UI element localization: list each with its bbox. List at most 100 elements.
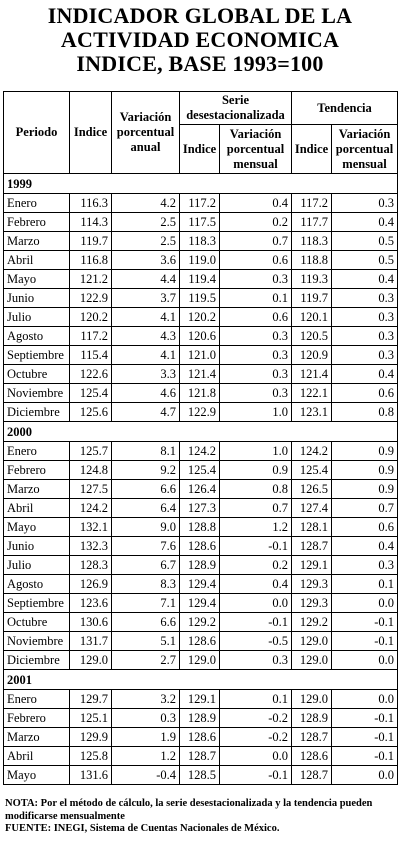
periodo-cell: Mayo: [3, 269, 70, 289]
tendencia-variacion-cell: 0.9: [330, 441, 399, 461]
serie-variacion-cell: 1.0: [219, 402, 292, 422]
year-row: 2000: [2, 421, 399, 442]
tendencia-variacion-cell: 0.9: [330, 479, 399, 499]
serie-variacion-cell: -0.1: [219, 612, 292, 632]
table-row: Marzo 127.5 6.6 126.4 0.8 126.5 0.9: [3, 479, 399, 499]
serie-indice-cell: 118.3: [179, 231, 220, 251]
serie-indice-cell: 128.5: [179, 765, 220, 785]
indice-cell: 114.3: [69, 212, 112, 232]
variacion-anual-cell: 6.7: [111, 555, 180, 575]
serie-indice-cell: 117.2: [179, 193, 220, 213]
table-body: 1999 Enero 116.3 4.2 117.2 0.4 117.2 0.3 Febrero…: [2, 173, 399, 785]
table-row: Abril 124.2 6.4 127.3 0.7 127.4 0.7: [3, 498, 399, 518]
serie-indice-cell: 128.6: [179, 536, 220, 556]
variacion-anual-cell: 9.0: [111, 517, 180, 537]
periodo-cell: Octubre: [3, 364, 70, 384]
variacion-anual-cell: 9.2: [111, 460, 180, 480]
tendencia-variacion-cell: 0.4: [330, 536, 399, 556]
serie-variacion-cell: 0.3: [219, 650, 292, 670]
periodo-cell: Marzo: [3, 479, 70, 499]
serie-variacion-cell: 0.9: [219, 460, 292, 480]
variacion-anual-cell: 4.1: [111, 345, 180, 365]
tendencia-indice-cell: 128.1: [291, 517, 332, 537]
tendencia-indice-cell: 117.7: [291, 212, 332, 232]
footnotes: NOTA: Por el método de cálculo, la serie…: [5, 798, 397, 836]
table-row: Octubre 130.6 6.6 129.2 -0.1 129.2 -0.1: [3, 612, 399, 632]
serie-variacion-cell: -0.1: [219, 765, 292, 785]
variacion-anual-cell: 8.3: [111, 574, 180, 594]
table-container: Periodo Indice Variación porcentual anua…: [2, 91, 399, 785]
table-header: Periodo Indice Variación porcentual anua…: [3, 91, 399, 174]
tendencia-indice-cell: 129.0: [291, 689, 332, 709]
tendencia-variacion-cell: 0.0: [330, 765, 399, 785]
periodo-cell: Agosto: [3, 326, 70, 346]
serie-indice-cell: 125.4: [179, 460, 220, 480]
table-row: Noviembre 131.7 5.1 128.6 -0.5 129.0 -0.1: [3, 631, 399, 651]
header-periodo: Periodo: [3, 91, 70, 174]
table-row: Diciembre 129.0 2.7 129.0 0.3 129.0 0.0: [3, 650, 399, 670]
periodo-cell: Febrero: [3, 460, 70, 480]
year-row: 2001: [2, 669, 399, 690]
periodo-cell: Marzo: [3, 231, 70, 251]
serie-indice-cell: 129.2: [179, 612, 220, 632]
title-line-3: INDICE, BASE 1993=100: [76, 51, 324, 76]
variacion-anual-cell: 4.1: [111, 307, 180, 327]
variacion-anual-cell: 6.4: [111, 498, 180, 518]
indice-cell: 127.5: [69, 479, 112, 499]
serie-indice-cell: 128.8: [179, 517, 220, 537]
serie-indice-cell: 127.3: [179, 498, 220, 518]
serie-variacion-cell: 0.7: [219, 231, 292, 251]
periodo-cell: Mayo: [3, 517, 70, 537]
indice-cell: 132.1: [69, 517, 112, 537]
tendencia-variacion-cell: 0.5: [330, 250, 399, 270]
tendencia-indice-cell: 129.3: [291, 574, 332, 594]
tendencia-indice-cell: 128.7: [291, 765, 332, 785]
serie-indice-cell: 129.1: [179, 689, 220, 709]
tendencia-variacion-cell: 0.6: [330, 383, 399, 403]
document-title: INDICADOR GLOBAL DE LA ACTIVIDAD ECONOMI…: [0, 0, 400, 76]
table-row: Junio 132.3 7.6 128.6 -0.1 128.7 0.4: [3, 536, 399, 556]
tendencia-indice-cell: 123.1: [291, 402, 332, 422]
table-row: Enero 125.7 8.1 124.2 1.0 124.2 0.9: [3, 441, 399, 461]
indice-cell: 123.6: [69, 593, 112, 613]
periodo-cell: Abril: [3, 250, 70, 270]
variacion-anual-cell: 8.1: [111, 441, 180, 461]
serie-indice-cell: 122.9: [179, 402, 220, 422]
tendencia-variacion-cell: -0.1: [330, 727, 399, 747]
periodo-cell: Julio: [3, 307, 70, 327]
serie-indice-cell: 126.4: [179, 479, 220, 499]
tendencia-indice-cell: 122.1: [291, 383, 332, 403]
periodo-cell: Enero: [3, 441, 70, 461]
indice-cell: 116.8: [69, 250, 112, 270]
serie-variacion-cell: 0.3: [219, 269, 292, 289]
periodo-cell: Febrero: [3, 708, 70, 728]
serie-variacion-cell: 0.3: [219, 345, 292, 365]
tendencia-indice-cell: 129.0: [291, 631, 332, 651]
table-row: Agosto 126.9 8.3 129.4 0.4 129.3 0.1: [3, 574, 399, 594]
header-serie-indice: Indice: [179, 124, 220, 174]
tendencia-indice-cell: 124.2: [291, 441, 332, 461]
indice-cell: 122.6: [69, 364, 112, 384]
year-label: 1999: [2, 173, 399, 194]
tendencia-indice-cell: 128.7: [291, 536, 332, 556]
variacion-anual-cell: 3.6: [111, 250, 180, 270]
table-row: Marzo 119.7 2.5 118.3 0.7 118.3 0.5: [3, 231, 399, 251]
serie-indice-cell: 129.4: [179, 574, 220, 594]
indice-cell: 125.8: [69, 746, 112, 766]
serie-variacion-cell: 0.3: [219, 364, 292, 384]
tendencia-indice-cell: 117.2: [291, 193, 332, 213]
serie-variacion-cell: 0.3: [219, 326, 292, 346]
serie-variacion-cell: 0.7: [219, 498, 292, 518]
header-tendencia-indice: Indice: [291, 124, 332, 174]
tendencia-variacion-cell: -0.1: [330, 708, 399, 728]
tendencia-indice-cell: 128.7: [291, 727, 332, 747]
table-row: Febrero 124.8 9.2 125.4 0.9 125.4 0.9: [3, 460, 399, 480]
tendencia-indice-cell: 120.9: [291, 345, 332, 365]
variacion-anual-cell: 4.3: [111, 326, 180, 346]
tendencia-variacion-cell: 0.4: [330, 269, 399, 289]
periodo-cell: Diciembre: [3, 402, 70, 422]
tendencia-variacion-cell: 0.0: [330, 689, 399, 709]
indice-cell: 124.8: [69, 460, 112, 480]
serie-variacion-cell: -0.2: [219, 708, 292, 728]
variacion-anual-cell: -0.4: [111, 765, 180, 785]
